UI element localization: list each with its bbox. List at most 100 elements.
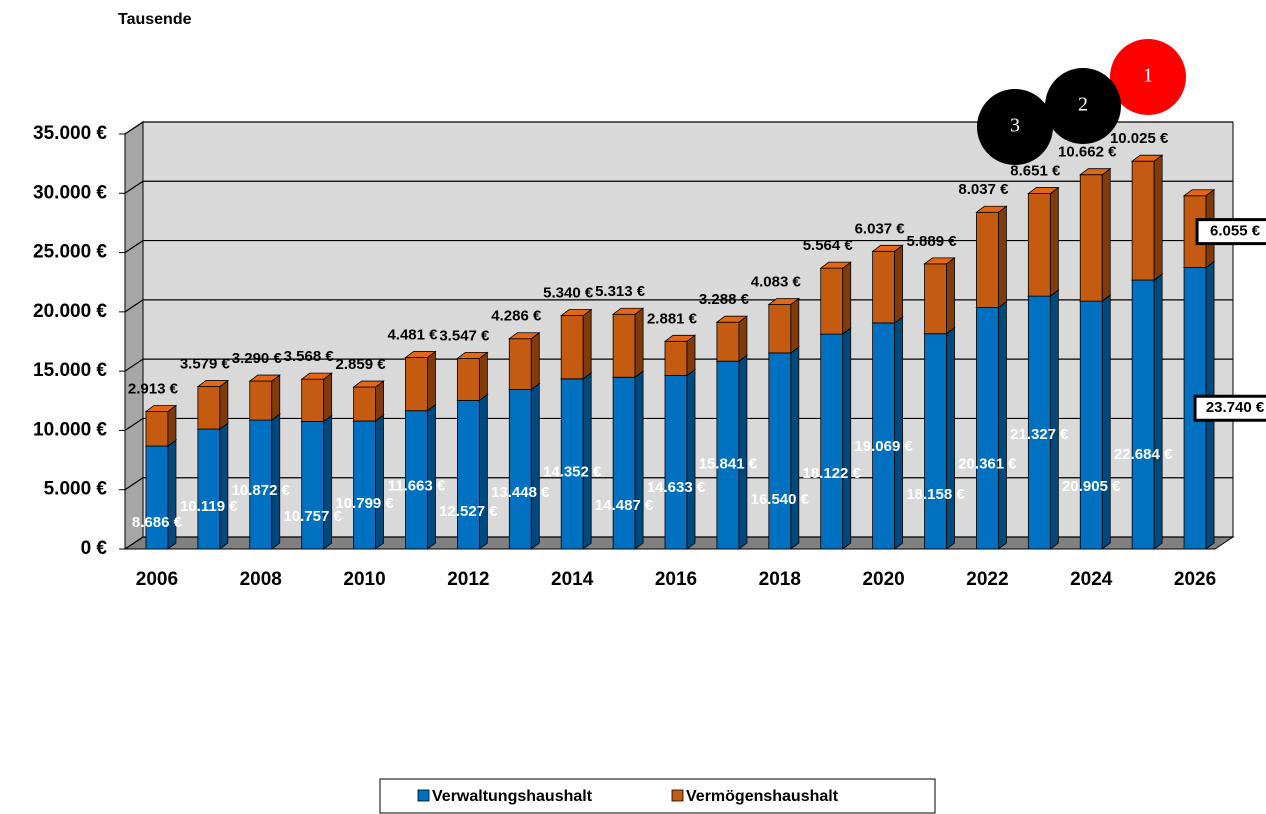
data-label: 4.286 € <box>491 308 542 325</box>
bar-top <box>508 332 541 340</box>
bar-side <box>738 315 748 362</box>
data-label: 21.327 € <box>1010 426 1069 443</box>
data-label: 15.841 € <box>699 455 758 472</box>
bar-side <box>634 370 644 550</box>
bar <box>716 321 740 362</box>
bar <box>197 428 221 550</box>
bar-top <box>1027 187 1060 194</box>
data-label: 6.055 € <box>1210 223 1261 240</box>
bar <box>456 400 480 550</box>
annotation-marker <box>1045 68 1121 144</box>
y-tick-label: 35.000 € <box>33 123 107 144</box>
data-label: 2.881 € <box>647 310 698 327</box>
bar-top <box>1130 154 1164 162</box>
y-tick-label: 25.000 € <box>33 242 107 263</box>
data-label: 6.037 € <box>855 220 906 237</box>
bar-side <box>686 368 696 550</box>
grid-line <box>124 358 1233 372</box>
bar <box>145 411 169 447</box>
data-label: 20.905 € <box>1062 478 1121 495</box>
bar <box>145 445 169 550</box>
bar <box>924 333 947 550</box>
bar-side <box>323 414 333 550</box>
bar-side <box>790 346 800 550</box>
data-label: 14.487 € <box>595 497 654 514</box>
y-tick-label: 5.000 € <box>44 479 108 500</box>
data-label: 14.633 € <box>647 479 706 496</box>
bar-side <box>998 205 1007 309</box>
bar-top <box>663 334 697 342</box>
data-label: 3.568 € <box>284 348 335 365</box>
bar <box>976 211 999 308</box>
bar-side <box>582 308 592 380</box>
data-label: 10.872 € <box>232 482 291 499</box>
bar <box>301 378 325 422</box>
bar <box>664 375 688 550</box>
bar <box>872 250 896 324</box>
data-label: 18.122 € <box>803 465 862 482</box>
bar <box>820 333 844 550</box>
data-label: 8.686 € <box>132 514 183 531</box>
data-label: 3.547 € <box>439 327 490 344</box>
data-label: 22.684 € <box>1114 446 1173 463</box>
bar-top <box>404 351 437 358</box>
bar-side <box>1101 167 1111 302</box>
grid-line <box>124 180 1233 194</box>
bar <box>1079 300 1103 550</box>
data-label: 5.313 € <box>595 283 646 300</box>
bar <box>508 389 532 550</box>
bar <box>508 338 532 390</box>
bar <box>664 340 688 376</box>
x-tick-label: 2018 <box>759 569 801 590</box>
data-label: 8.651 € <box>1010 163 1061 180</box>
bar-top <box>1079 168 1112 176</box>
bar-side <box>530 382 540 550</box>
data-label: 8.037 € <box>958 181 1009 198</box>
y-tick-label: 15.000 € <box>33 360 107 381</box>
y-tick-label: 0 € <box>81 538 108 559</box>
grid-line <box>124 121 1233 135</box>
data-label: 20.361 € <box>958 455 1017 472</box>
bar-side <box>219 422 229 550</box>
bar-side <box>427 350 436 412</box>
annotation-marker <box>977 89 1053 165</box>
bar <box>1027 295 1051 550</box>
bar-side <box>1049 289 1059 550</box>
bar-top <box>352 380 385 388</box>
data-label: 10.025 € <box>1110 130 1169 147</box>
legend-swatch <box>671 789 684 802</box>
bar-side <box>478 393 488 550</box>
bar-top <box>871 244 904 252</box>
bar-top <box>196 380 230 387</box>
bar-side <box>375 380 384 422</box>
data-label: 11.663 € <box>388 478 446 495</box>
bar-side <box>946 326 955 550</box>
bar <box>768 352 792 550</box>
bar-top <box>715 315 749 323</box>
bar <box>353 386 376 422</box>
bar <box>1079 174 1103 302</box>
bar-top <box>559 309 593 316</box>
bar-side <box>998 300 1007 550</box>
bar <box>924 263 947 335</box>
data-label: 16.540 € <box>751 491 810 508</box>
grid-line <box>124 417 1233 431</box>
side-wall <box>124 121 144 550</box>
y-axis-label: Tausende <box>118 11 192 28</box>
y-tick-label: 10.000 € <box>33 419 107 440</box>
bar <box>456 358 480 401</box>
bar <box>1131 279 1155 550</box>
bar-top <box>767 298 801 305</box>
x-tick-label: 2006 <box>136 569 178 590</box>
bar <box>612 376 636 550</box>
bar <box>1131 160 1155 281</box>
annotation: 1 <box>1143 65 1153 87</box>
x-tick-label: 2020 <box>862 569 904 590</box>
bar <box>976 307 999 550</box>
data-label: 3.290 € <box>232 350 283 367</box>
bar-top <box>1182 189 1216 197</box>
data-label: 2.913 € <box>128 380 179 397</box>
plot-area: 0 € 5.000 € 10.000 € 15.000 € 20.000 € 25.000… <box>33 121 1266 590</box>
bar-top <box>456 352 489 359</box>
data-label: 3.579 € <box>180 356 231 373</box>
